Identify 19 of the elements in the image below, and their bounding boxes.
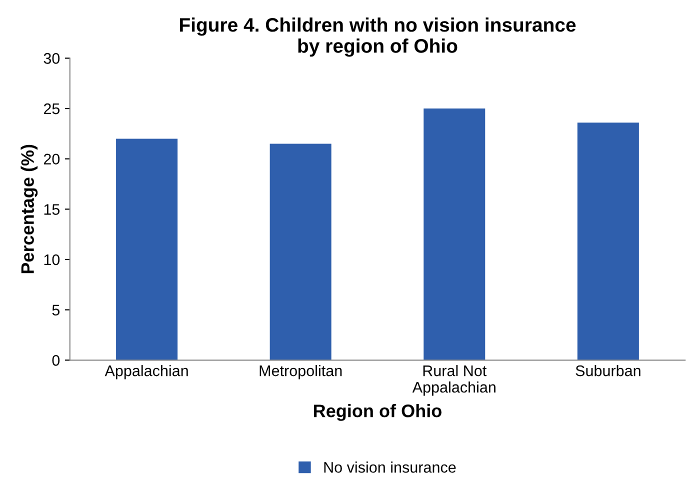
legend-label: No vision insurance: [324, 462, 456, 473]
x-tick-label: Metropolitan: [260, 364, 342, 380]
chart-title: Figure 4. Children with no vision insurance by region of Ohio: [180, 18, 576, 57]
y-axis-title: Percentage (%): [20, 144, 38, 274]
x-tick-label: Suburban: [576, 364, 640, 376]
y-tick-label: 0: [52, 355, 60, 366]
bar: [116, 138, 178, 360]
y-tick-label: 20: [44, 154, 60, 165]
y-tick-label: 5: [52, 304, 60, 316]
x-tick-label: Appalachian: [104, 364, 188, 380]
bar: [577, 122, 639, 360]
y-tick-label: 25: [44, 103, 60, 114]
x-tick-label: Rural Not Appalachian: [412, 364, 496, 396]
bar: [424, 108, 486, 360]
x-axis-title: Region of Ohio: [314, 404, 442, 421]
y-tick-label: 10: [44, 254, 60, 266]
bar: [270, 144, 332, 360]
y-tick-label: 30: [44, 53, 60, 64]
y-tick-label: 15: [44, 204, 60, 215]
